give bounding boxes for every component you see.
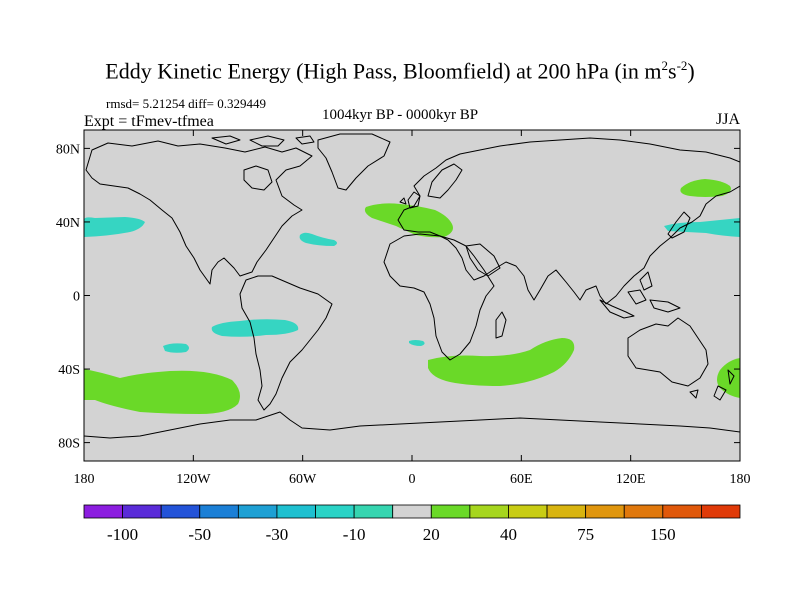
coastline-madagascar (495, 311, 507, 339)
anomaly-region (409, 340, 425, 346)
x-tick-label: 0 (409, 472, 416, 487)
colorbar-swatch (160, 504, 201, 519)
colorbar-swatch (430, 504, 471, 519)
colorbar-swatch (392, 504, 432, 519)
x-tick-label: 60E (510, 472, 533, 487)
coastline-eurasia (397, 137, 740, 305)
time-period-label: 1004kyr BP - 0000kyr BP (322, 107, 479, 123)
y-tick-label: 80S (58, 437, 80, 452)
coastline-africa (383, 233, 495, 361)
anomaly-region (163, 343, 189, 353)
coastline-japan (667, 211, 691, 239)
x-tick-label: 180 (74, 472, 95, 487)
colorbar-swatch (237, 504, 278, 519)
colorbar-swatch (469, 504, 509, 519)
coastline-indonesia (599, 271, 681, 319)
colorbar-label: 20 (423, 525, 440, 544)
title-mid: s (668, 58, 677, 84)
colorbar-label: 75 (577, 525, 594, 544)
season-label: JJA (716, 111, 741, 128)
coastline-north-america (85, 140, 313, 285)
colorbar-swatch (623, 504, 664, 519)
rmsd-diff-stats: rmsd= 5.21254 diff= 0.329449 (106, 96, 266, 111)
colorbar-swatch (585, 504, 625, 519)
colorbar-swatch (199, 504, 239, 519)
colorbar-swatch (546, 504, 587, 519)
colorbar-swatch (662, 504, 702, 519)
colorbar: -100 -50 -30 -10 20 40 75 150 (83, 504, 741, 544)
title-close: ) (687, 58, 695, 84)
anomaly-region (84, 217, 145, 237)
anomaly-region (211, 319, 299, 337)
colorbar-label: -50 (188, 525, 211, 544)
colorbar-swatch (122, 504, 162, 519)
colorbar-label: 40 (500, 525, 517, 544)
anomaly-region (428, 338, 575, 386)
plot-title: Eddy Kinetic Energy (High Pass, Bloomfie… (0, 58, 800, 84)
anomaly-region (364, 203, 453, 238)
colorbar-swatch (353, 504, 394, 519)
coastline-new-zealand (713, 369, 735, 401)
y-tick-label: 40S (58, 363, 80, 378)
coastline-scandinavia (427, 163, 463, 199)
title-sup-2: -2 (676, 58, 688, 73)
colorbar-label: -10 (343, 525, 366, 544)
colorbar-swatch (276, 504, 316, 519)
title-sup-1: 2 (661, 58, 669, 73)
anomaly-region (664, 218, 740, 237)
coastline-antarctica (84, 411, 740, 439)
coastline-british-isles (399, 191, 421, 209)
colorbar-swatch (701, 504, 741, 519)
colorbar-label: -100 (107, 525, 138, 544)
colorbar-swatch (508, 504, 548, 519)
title-main: Eddy Kinetic Energy (High Pass, Bloomfie… (105, 58, 662, 84)
colorbar-swatch (315, 504, 355, 519)
map-ticks: 80N 40N 0 40S 80S 180 120W 60W 0 60E 120E 180 (56, 130, 751, 487)
coastline-arctic-islands (211, 135, 315, 147)
y-tick-label: 80N (56, 142, 80, 157)
colorbar-swatch (83, 504, 123, 519)
colorbar-label: 150 (650, 525, 676, 544)
anomaly-region (680, 179, 731, 197)
coastlines (84, 133, 740, 439)
coastline-tasmania (689, 389, 699, 399)
y-tick-label: 40N (56, 216, 80, 231)
coastline-arabia (465, 243, 501, 277)
x-tick-label: 180 (730, 472, 751, 487)
x-tick-label: 60W (289, 472, 317, 487)
anomaly-region (299, 232, 337, 246)
y-tick-label: 0 (73, 290, 80, 305)
x-tick-label: 120E (616, 472, 646, 487)
coastline-australia (627, 317, 709, 387)
coastline-hudson-bay (243, 165, 273, 191)
coastline-greenland (317, 133, 391, 191)
experiment-label: Expt = tFmev-tfmea (84, 113, 214, 130)
coastline-south-america (239, 275, 333, 411)
colorbar-label: -30 (266, 525, 289, 544)
x-tick-label: 120W (176, 472, 211, 487)
anomaly-region (84, 369, 240, 414)
